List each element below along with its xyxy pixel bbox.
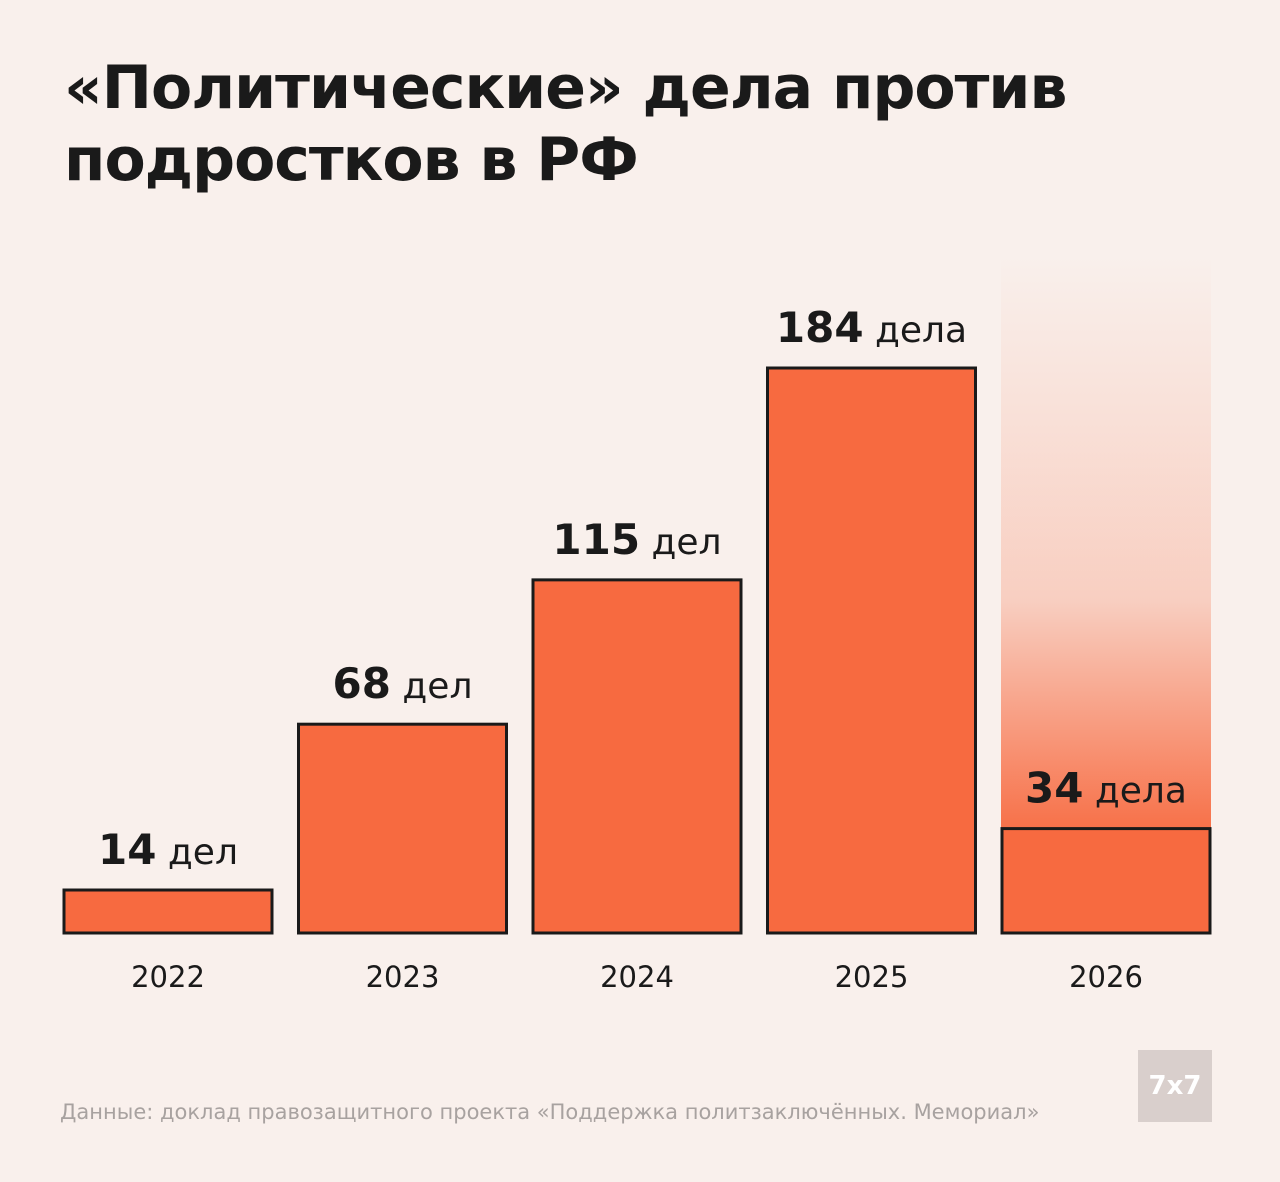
bar bbox=[297, 722, 508, 935]
logo: 7x7 bbox=[1138, 1050, 1212, 1122]
value-label: 34 дела bbox=[1025, 764, 1187, 813]
source-note: Данные: доклад правозащитного проекта «П… bbox=[60, 1100, 1040, 1124]
x-tick-label: 2026 bbox=[1069, 960, 1143, 994]
value-label: 68 дел bbox=[333, 659, 473, 708]
x-tick-label: 2023 bbox=[366, 960, 440, 994]
x-tick-label: 2025 bbox=[835, 960, 909, 994]
bar bbox=[766, 366, 977, 935]
chart-title: «Политические» дела против подростков в … bbox=[64, 53, 1067, 195]
partial-year-fade bbox=[1001, 255, 1211, 830]
x-tick-label: 2024 bbox=[600, 960, 674, 994]
value-label: 184 дела bbox=[776, 303, 967, 352]
x-tick-label: 2022 bbox=[131, 960, 205, 994]
value-label: 115 дел bbox=[552, 515, 721, 564]
bar bbox=[62, 888, 274, 935]
bar bbox=[1000, 827, 1212, 935]
bar bbox=[531, 578, 743, 935]
value-label: 14 дел bbox=[98, 825, 238, 874]
